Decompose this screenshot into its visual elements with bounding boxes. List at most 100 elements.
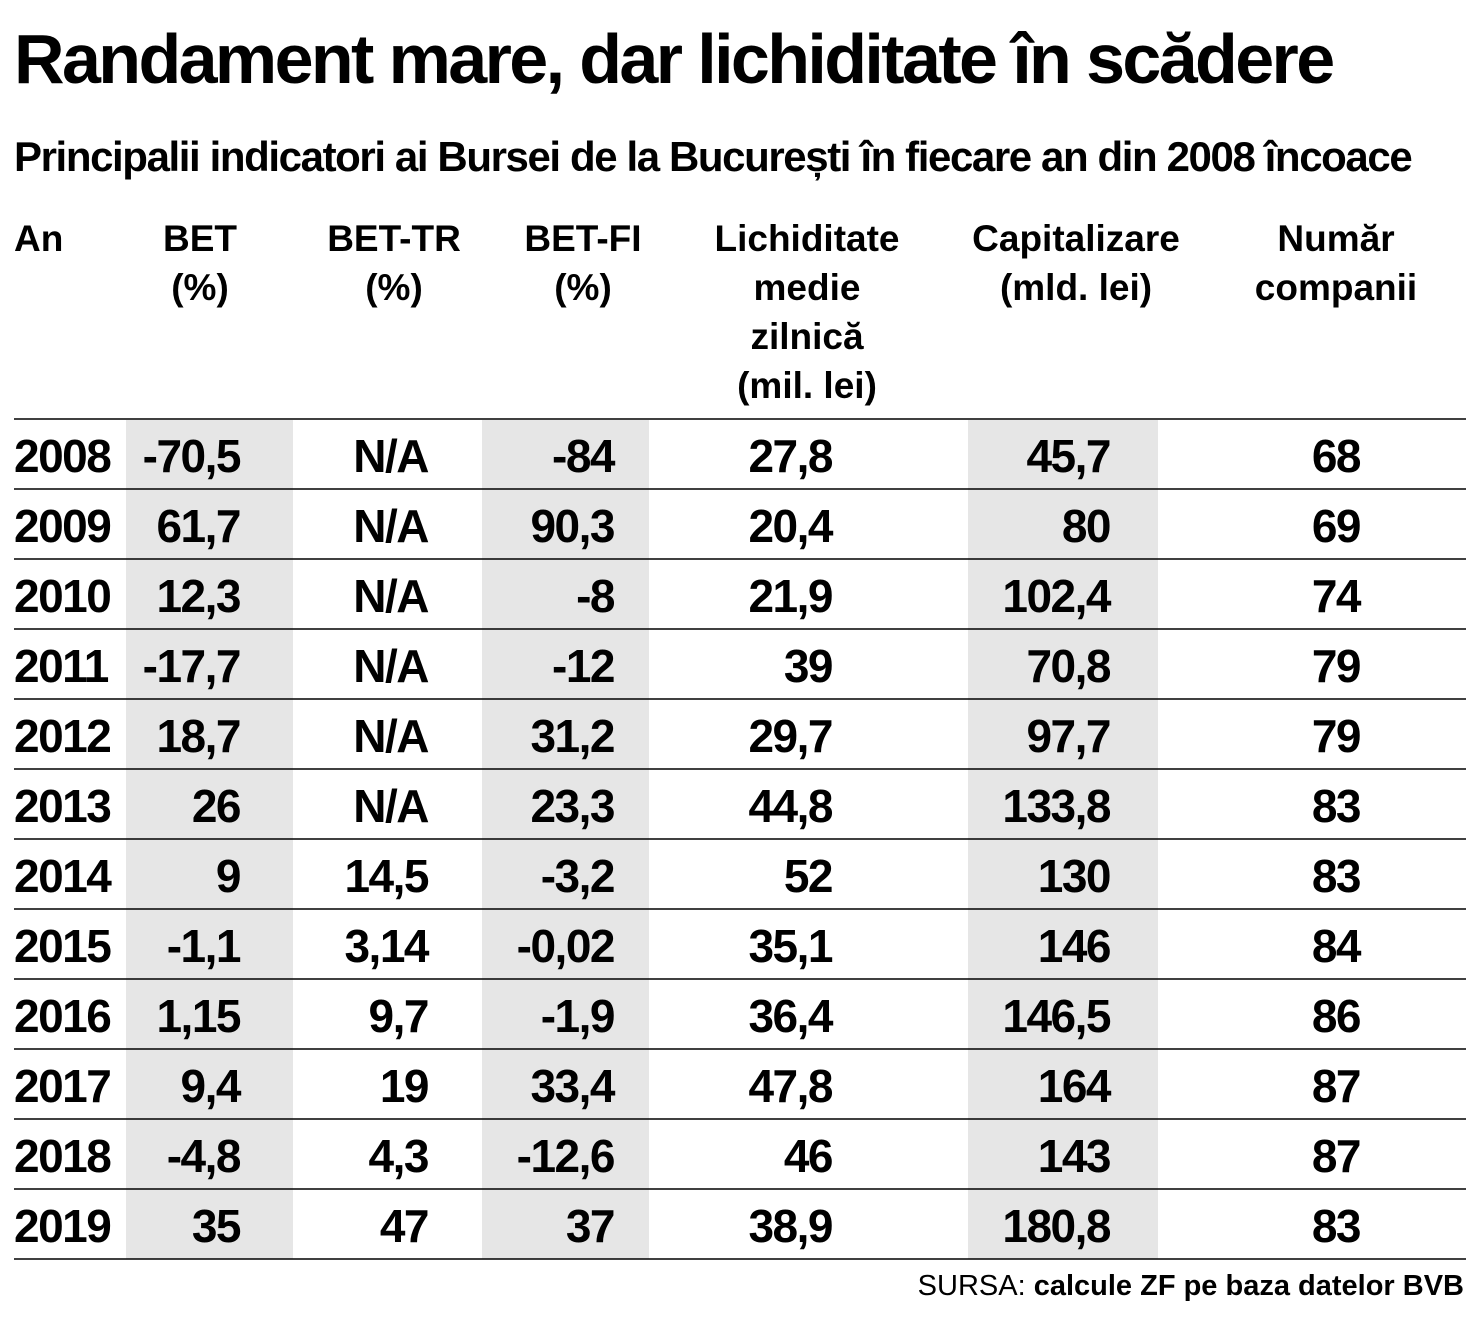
cell-bet: -70,5: [143, 430, 241, 482]
cell-an: 2008: [14, 430, 111, 482]
cell-capitalizare: 180,8: [1002, 1200, 1111, 1252]
table-row: 2018 -4,8 4,3 -12,6 46 143 87: [14, 1130, 1362, 1182]
cell-bet_fi: -0,02: [517, 920, 614, 972]
cell-an: 2012: [14, 710, 110, 762]
cell-lichiditate: 36,4: [748, 990, 833, 1042]
source-note: SURSA: calcule ZF pe baza datelor BVB: [918, 1266, 1464, 1306]
cell-an: 2017: [14, 1060, 110, 1112]
cell-capitalizare: 97,7: [1026, 710, 1110, 762]
cell-companii: 87: [1312, 1060, 1360, 1112]
cell-companii: 79: [1312, 640, 1360, 692]
cell-companii: 86: [1312, 990, 1360, 1042]
table-row: 2017 9,4 19 33,4 47,8 164 87: [14, 1060, 1362, 1112]
cell-bet: 12,3: [156, 570, 240, 622]
cell-bet_fi: -84: [552, 430, 616, 482]
column-header-bet_tr: BET-TR: [327, 218, 461, 259]
cell-lichiditate: 29,7: [748, 710, 832, 762]
cell-companii: 74: [1312, 570, 1362, 622]
cell-an: 2011: [14, 640, 109, 692]
cell-lichiditate: 35,1: [748, 920, 832, 972]
cell-bet_fi: -8: [576, 570, 615, 622]
cell-bet_fi: -1,9: [541, 990, 614, 1042]
cell-bet_tr: N/A: [353, 640, 428, 692]
table-row: 2016 1,15 9,7 -1,9 36,4 146,5 86: [14, 990, 1362, 1042]
table-row: 2010 12,3 N/A -8 21,9 102,4 74: [14, 570, 1363, 622]
cell-an: 2018: [14, 1130, 111, 1182]
cell-bet: -17,7: [143, 640, 240, 692]
cell-companii: 87: [1312, 1130, 1360, 1182]
cell-capitalizare: 133,8: [1002, 780, 1111, 832]
cell-bet_tr: 9,7: [369, 990, 428, 1042]
cell-bet_tr: 14,5: [344, 850, 428, 902]
cell-an: 2019: [14, 1200, 110, 1252]
column-header-an: An: [14, 218, 63, 259]
cell-bet_fi: 37: [566, 1200, 614, 1252]
column-header-lichiditate: zilnică: [750, 316, 864, 357]
cell-bet_fi: 33,4: [530, 1060, 615, 1112]
cell-capitalizare: 102,4: [1002, 570, 1112, 622]
table-row: 2013 26 N/A 23,3 44,8 133,8 83: [14, 780, 1362, 832]
chart-title: Randament mare, dar lichiditate în scăde…: [14, 20, 1335, 98]
cell-an: 2014: [14, 850, 112, 902]
column-header-bet_fi: (%): [554, 267, 612, 308]
cell-bet: -4,8: [167, 1130, 241, 1182]
table-row: 2019 35 47 37 38,9 180,8 83: [14, 1200, 1362, 1252]
cell-capitalizare: 70,8: [1026, 640, 1110, 692]
cell-lichiditate: 52: [784, 850, 832, 902]
cell-bet: 61,7: [156, 500, 240, 552]
table-row: 2015 -1,1 3,14 -0,02 35,1 146 84: [14, 920, 1363, 972]
cell-lichiditate: 44,8: [748, 780, 832, 832]
cell-lichiditate: 47,8: [748, 1060, 832, 1112]
table-row: 2009 61,7 N/A 90,3 20,4 80 69: [14, 500, 1362, 552]
cell-capitalizare: 146,5: [1002, 990, 1111, 1042]
cell-companii: 83: [1312, 780, 1360, 832]
cell-lichiditate: 27,8: [748, 430, 832, 482]
cell-bet_tr: 4,3: [369, 1130, 428, 1182]
cell-companii: 69: [1312, 500, 1360, 552]
column-header-lichiditate: medie: [754, 267, 861, 308]
cell-bet_tr: 3,14: [344, 920, 429, 972]
cell-bet: 18,7: [156, 710, 240, 762]
cell-bet: 9: [216, 850, 240, 902]
cell-bet_tr: N/A: [353, 710, 428, 762]
cell-bet: -1,1: [167, 920, 241, 972]
column-header-companii: companii: [1255, 267, 1417, 308]
cell-bet: 9,4: [181, 1060, 242, 1112]
column-header-capitalizare: Capitalizare: [972, 218, 1180, 259]
cell-companii: 68: [1312, 430, 1361, 482]
cell-bet_fi: 90,3: [530, 500, 614, 552]
cell-companii: 84: [1312, 920, 1362, 972]
cell-bet_tr: N/A: [353, 430, 428, 482]
table-row: 2011 -17,7 N/A -12 39 70,8 79: [14, 640, 1362, 692]
cell-an: 2009: [14, 500, 110, 552]
cell-lichiditate: 38,9: [748, 1200, 832, 1252]
column-header-bet: (%): [171, 267, 229, 308]
column-header-bet_tr: (%): [365, 267, 423, 308]
column-header-companii: Număr: [1277, 218, 1394, 259]
cell-bet: 35: [192, 1200, 241, 1252]
column-header-lichiditate: Lichiditate: [714, 218, 899, 259]
cell-bet_tr: 47: [380, 1200, 428, 1252]
cell-capitalizare: 143: [1038, 1130, 1110, 1182]
source-label: SURSA:: [917, 1270, 1026, 1302]
cell-bet_tr: N/A: [353, 500, 428, 552]
cell-capitalizare: 45,7: [1026, 430, 1110, 482]
cell-an: 2013: [14, 780, 110, 832]
cell-lichiditate: 46: [784, 1130, 832, 1182]
cell-lichiditate: 39: [784, 640, 832, 692]
source-text: calcule ZF pe baza datelor BVB: [1033, 1270, 1464, 1302]
cell-an: 2010: [14, 570, 110, 622]
cell-companii: 83: [1312, 850, 1360, 902]
column-header-lichiditate: (mil. lei): [737, 365, 877, 406]
cell-bet_fi: -3,2: [541, 850, 614, 902]
cell-lichiditate: 20,4: [748, 500, 833, 552]
cell-bet_tr: N/A: [353, 570, 428, 622]
cell-bet: 26: [192, 780, 240, 832]
cell-bet_tr: N/A: [353, 780, 428, 832]
cell-bet_tr: 19: [380, 1060, 428, 1112]
cell-bet: 1,15: [156, 990, 240, 1042]
cell-capitalizare: 164: [1038, 1060, 1112, 1112]
column-header-bet_fi: BET-FI: [524, 218, 641, 259]
column-header-capitalizare: (mld. lei): [1000, 267, 1152, 308]
